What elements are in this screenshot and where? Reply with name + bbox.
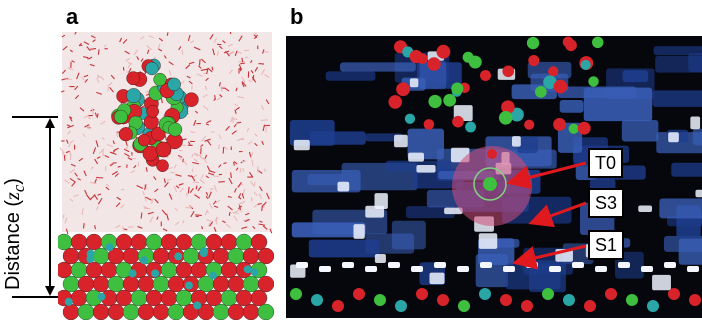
distance-arrow-head-bottom [45,286,55,296]
distance-label: Distance (zc) [2,178,28,290]
density-map-image [286,36,702,318]
panel-b-letter: b [290,4,304,29]
site-label-t0: T0 [588,148,624,178]
site-label-s1: S1 [588,230,625,260]
site-label-s3: S3 [588,188,625,218]
simulation-snapshot-image [58,32,274,320]
distance-arrow-head-top [45,118,55,128]
panel-a-letter: a [66,4,79,29]
density-map-panel-b [286,36,702,318]
simulation-snapshot-panel-a [58,32,274,320]
